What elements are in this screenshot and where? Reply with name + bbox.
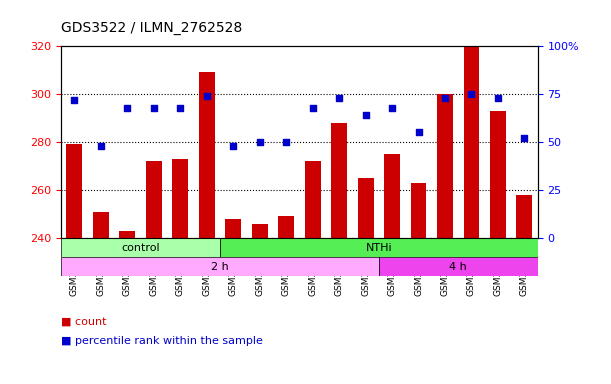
Point xyxy=(255,139,265,145)
Bar xyxy=(252,223,268,238)
Text: 4 h: 4 h xyxy=(449,262,467,272)
Point xyxy=(493,95,503,101)
Bar xyxy=(220,238,538,257)
Point xyxy=(360,112,370,118)
Bar xyxy=(61,257,379,276)
Bar xyxy=(225,219,241,238)
Bar xyxy=(305,161,321,238)
Text: ■ percentile rank within the sample: ■ percentile rank within the sample xyxy=(61,336,263,346)
Bar xyxy=(379,257,538,276)
Text: control: control xyxy=(121,243,160,253)
Text: 2 h: 2 h xyxy=(211,262,229,272)
Bar xyxy=(490,111,506,238)
Bar xyxy=(516,195,532,238)
Point xyxy=(202,93,211,99)
Point xyxy=(467,91,477,97)
Point xyxy=(281,139,291,145)
Text: NTHi: NTHi xyxy=(365,243,392,253)
Bar xyxy=(384,154,400,238)
Point xyxy=(96,143,106,149)
Bar xyxy=(278,217,294,238)
Point xyxy=(334,95,344,101)
Bar xyxy=(119,231,135,238)
Text: GDS3522 / ILMN_2762528: GDS3522 / ILMN_2762528 xyxy=(61,21,243,35)
Bar xyxy=(93,212,109,238)
Point xyxy=(387,104,397,111)
Text: ■ count: ■ count xyxy=(61,316,106,326)
Point xyxy=(414,129,423,136)
Bar xyxy=(437,94,453,238)
Point xyxy=(229,143,238,149)
Point xyxy=(440,95,450,101)
Point xyxy=(175,104,185,111)
Bar xyxy=(146,161,162,238)
Bar xyxy=(357,178,373,238)
Bar xyxy=(411,183,426,238)
Point xyxy=(149,104,159,111)
Point xyxy=(70,97,79,103)
Bar xyxy=(464,46,480,238)
Bar xyxy=(331,123,347,238)
Bar xyxy=(172,159,188,238)
Point xyxy=(122,104,132,111)
Point xyxy=(308,104,318,111)
Point xyxy=(519,135,529,141)
Bar xyxy=(199,73,214,238)
Bar xyxy=(67,144,82,238)
Bar xyxy=(61,238,220,257)
